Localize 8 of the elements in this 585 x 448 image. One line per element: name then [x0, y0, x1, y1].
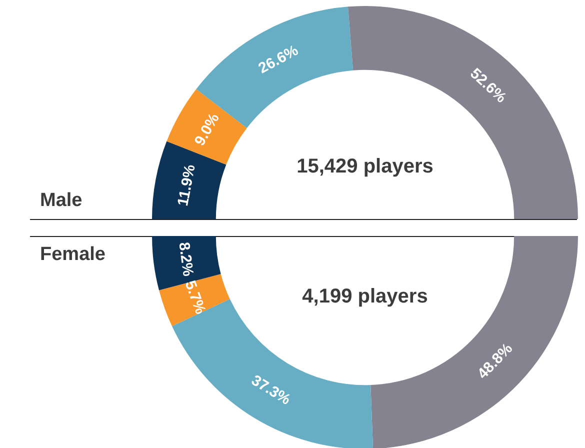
data-label: 5.7%	[181, 278, 209, 316]
data-label: 9.0%	[191, 110, 223, 149]
text: 15,429 players	[296, 156, 434, 178]
chart-title: Female	[40, 244, 106, 266]
data-label: 11.9%	[174, 163, 199, 208]
data-label: 8.2%	[175, 241, 196, 278]
text: 4,199 players	[302, 286, 428, 308]
text: Male	[40, 190, 82, 212]
